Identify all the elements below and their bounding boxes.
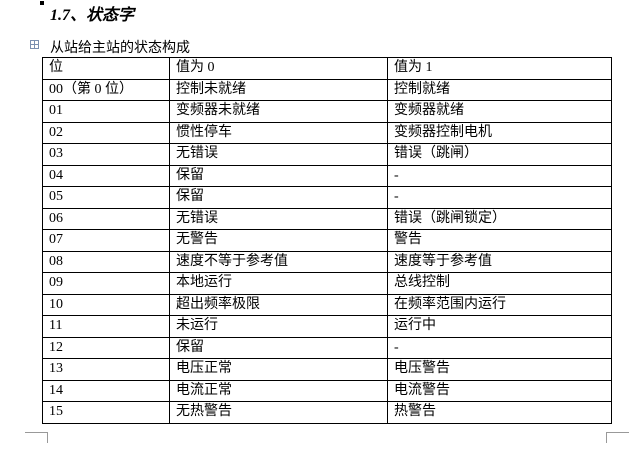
table-cell: 警告: [387, 229, 612, 252]
table-cell: 位: [42, 57, 170, 80]
heading: 1.7、状态字: [50, 7, 135, 24]
table-cell: 值为 0: [169, 57, 388, 80]
table-cell: 07: [42, 229, 170, 252]
table-row: 05 保留 -: [42, 186, 612, 209]
table-cell: 错误（跳闸）: [387, 143, 612, 166]
table-cell: 速度不等于参考值: [169, 250, 388, 273]
table-cell: 08: [42, 250, 170, 273]
table-cell: 电压警告: [387, 358, 612, 381]
table-row: 10 超出频率极限 在频率范围内运行: [42, 293, 612, 316]
table-cell: 电流正常: [169, 379, 388, 402]
table-cell: 控制就绪: [387, 78, 612, 101]
table-row: 03 无错误 错误（跳闸）: [42, 143, 612, 166]
table-cell: 10: [42, 293, 170, 316]
table-cell: 变频器控制电机: [387, 121, 612, 144]
table-row: 15 无热警告 热警告: [42, 401, 612, 424]
table-cell: 控制未就绪: [169, 78, 388, 101]
table-row: 12 保留 -: [42, 336, 612, 359]
table-cell: 无错误: [169, 207, 388, 230]
margin-corner: [25, 432, 48, 443]
table-cell: 总线控制: [387, 272, 612, 295]
table-cell: 13: [42, 358, 170, 381]
table-cell: 保留: [169, 336, 388, 359]
table-cell: 保留: [169, 164, 388, 187]
table-row: 11 未运行 运行中: [42, 315, 612, 338]
table-cell: -: [387, 186, 612, 209]
header-row: 位值为 0 值为 1: [42, 57, 612, 80]
table-cell: 00（第 0 位）: [42, 78, 170, 101]
table-row: 14 电流正常 电流警告: [42, 379, 612, 402]
table-cell: 运行中: [387, 315, 612, 338]
table-row: 00（第 0 位） 控制未就绪 控制就绪: [42, 78, 612, 101]
caption: 从站给主站的状态构成: [50, 41, 190, 56]
bullet: [40, 1, 44, 5]
table-cell: 11: [42, 315, 170, 338]
table-cell: 14: [42, 379, 170, 402]
status-table: 位值为 0 值为 1 00（第 0 位） 控制未就绪 控制就绪 01 变频器未就绪 变频器就绪…: [42, 57, 612, 424]
margin-corner: [606, 432, 629, 443]
table-cell: 电流警告: [387, 379, 612, 402]
table-cell: -: [387, 336, 612, 359]
table-cell: 09: [42, 272, 170, 295]
table-cell: 15: [42, 401, 170, 424]
table-cell: 05: [42, 186, 170, 209]
table-row: 01 变频器未就绪 变频器就绪: [42, 100, 612, 123]
table-cell: 无警告: [169, 229, 388, 252]
table-cell: 无错误: [169, 143, 388, 166]
table-row: 04 保留 -: [42, 164, 612, 187]
table-cell: 03: [42, 143, 170, 166]
table-cell: 04: [42, 164, 170, 187]
table-row: 09 本地运行 总线控制: [42, 272, 612, 295]
table-cell: 无热警告: [169, 401, 388, 424]
table-cell: 12: [42, 336, 170, 359]
table-cell: 速度等于参考值: [387, 250, 612, 273]
table-cell: 错误（跳闸锁定）: [387, 207, 612, 230]
table-cell: 值为 1: [387, 57, 612, 80]
table-cell: 变频器就绪: [387, 100, 612, 123]
table-cell: 06: [42, 207, 170, 230]
table-cell: 热警告: [387, 401, 612, 424]
table-cell: -: [387, 164, 612, 187]
table-row: 07 无警告 警告: [42, 229, 612, 252]
table-move-handle[interactable]: [30, 40, 39, 49]
table-cell: 本地运行: [169, 272, 388, 295]
table-cell: 超出频率极限: [169, 293, 388, 316]
table-cell: 变频器未就绪: [169, 100, 388, 123]
table-cell: 02: [42, 121, 170, 144]
table-row: 08 速度不等于参考值 速度等于参考值: [42, 250, 612, 273]
table-cell: 01: [42, 100, 170, 123]
table-cell: 未运行: [169, 315, 388, 338]
table-cell: 惯性停车: [169, 121, 388, 144]
table-row: 13 电压正常 电压警告: [42, 358, 612, 381]
table-cell: 在频率范围内运行: [387, 293, 612, 316]
table-cell: 电压正常: [169, 358, 388, 381]
table-row: 06 无错误 错误（跳闸锁定）: [42, 207, 612, 230]
table-cell: 保留: [169, 186, 388, 209]
table-row: 02 惯性停车 变频器控制电机: [42, 121, 612, 144]
